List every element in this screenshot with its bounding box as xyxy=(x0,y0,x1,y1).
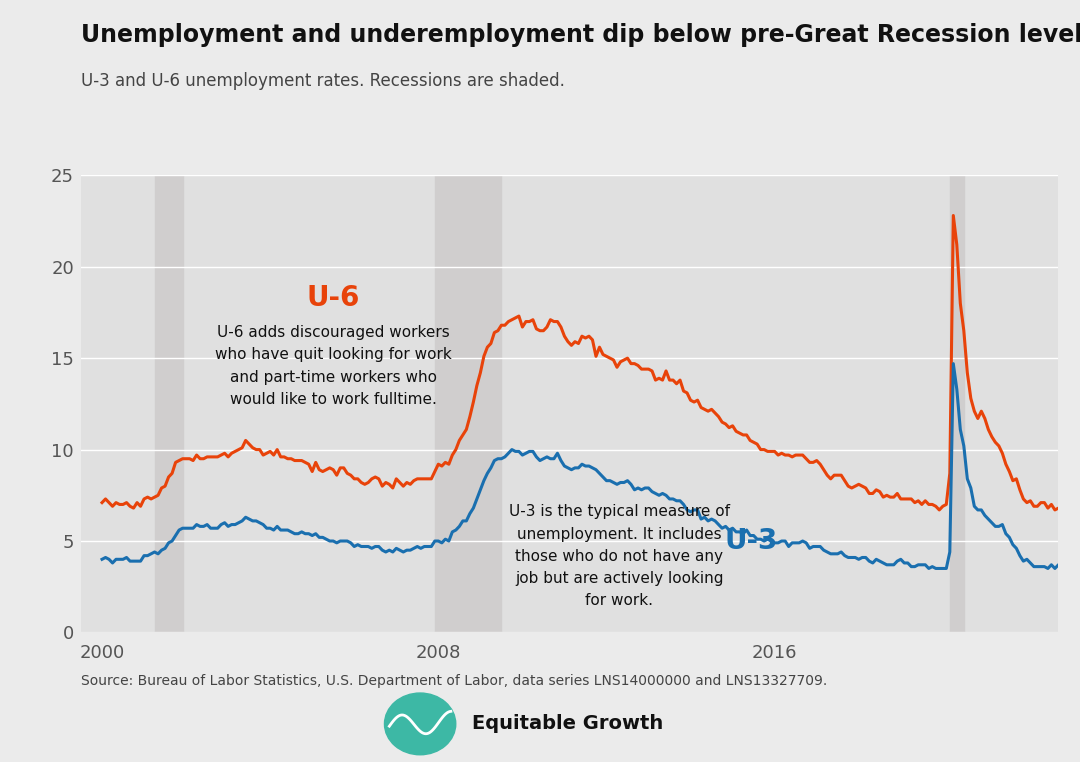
Text: Unemployment and underemployment dip below pre-Great Recession levels: Unemployment and underemployment dip bel… xyxy=(81,23,1080,46)
Bar xyxy=(154,175,183,632)
Bar xyxy=(435,175,501,632)
Text: U-6: U-6 xyxy=(307,284,360,312)
Text: U-3 is the typical measure of
unemployment. It includes
those who do not have an: U-3 is the typical measure of unemployme… xyxy=(509,504,730,608)
Ellipse shape xyxy=(384,693,456,754)
Bar xyxy=(950,175,963,632)
Text: U-6 adds discouraged workers
who have quit looking for work
and part-time worker: U-6 adds discouraged workers who have qu… xyxy=(215,325,451,407)
Text: U-3: U-3 xyxy=(725,527,778,555)
Text: Source: Bureau of Labor Statistics, U.S. Department of Labor, data series LNS140: Source: Bureau of Labor Statistics, U.S.… xyxy=(81,674,827,688)
Text: U-3 and U-6 unemployment rates. Recessions are shaded.: U-3 and U-6 unemployment rates. Recessio… xyxy=(81,72,565,91)
Text: Equitable Growth: Equitable Growth xyxy=(472,715,663,733)
